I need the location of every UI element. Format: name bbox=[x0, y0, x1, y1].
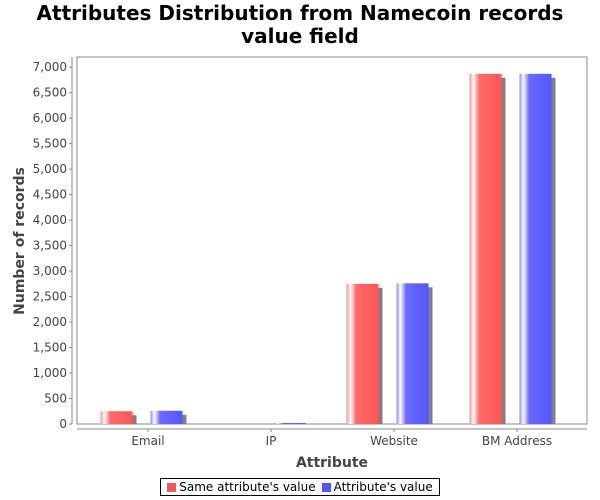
y-tick-label: 500 bbox=[44, 392, 67, 406]
y-tick-label: 7,000 bbox=[33, 60, 67, 74]
y-tick-label: 3,000 bbox=[33, 264, 67, 278]
x-axis-label: Attribute bbox=[296, 455, 368, 471]
x-tick-label: IP bbox=[266, 434, 277, 448]
bar-same-attribute-value-0 bbox=[100, 411, 133, 424]
legend-item-series-1: Same attribute's value bbox=[167, 480, 316, 494]
y-tick-label: 1,000 bbox=[33, 366, 67, 380]
bar-same-attribute-value-3 bbox=[469, 73, 502, 424]
y-tick-label: 5,000 bbox=[33, 162, 67, 176]
bar-attribute-value-3 bbox=[519, 73, 552, 424]
plot-area bbox=[76, 56, 588, 425]
chart-title-line-1: Attributes Distribution from Namecoin re… bbox=[36, 1, 564, 25]
bar-attribute-value-0 bbox=[150, 410, 183, 424]
y-tick-label: 1,500 bbox=[33, 341, 67, 355]
y-tick-label: 0 bbox=[59, 417, 67, 431]
legend: Same attribute's value Attribute's value bbox=[160, 478, 440, 496]
x-tick-label: Website bbox=[370, 434, 418, 448]
y-tick-label: 6,500 bbox=[33, 86, 67, 100]
chart-title: Attributes Distribution from Namecoin re… bbox=[0, 2, 600, 48]
y-tick-label: 6,000 bbox=[33, 111, 67, 125]
legend-label-series-1: Same attribute's value bbox=[179, 480, 316, 494]
bar-attribute-value-2 bbox=[396, 283, 429, 424]
y-tick-label: 2,500 bbox=[33, 290, 67, 304]
legend-item-series-2: Attribute's value bbox=[321, 480, 433, 494]
y-tick-label: 4,500 bbox=[33, 188, 67, 202]
x-tick-label: Email bbox=[131, 434, 164, 448]
bar-same-attribute-value-2 bbox=[346, 283, 379, 424]
chart-area: 0 500 1,000 1,500 2,000 2,500 3,000 3,500 4,000 4… bbox=[12, 56, 588, 471]
y-tick-label: 4,000 bbox=[33, 213, 67, 227]
x-tick-label: BM Address bbox=[482, 434, 552, 448]
y-axis-label: Number of records bbox=[12, 167, 28, 315]
chart-title-line-2: value field bbox=[241, 24, 359, 48]
bar-attribute-value-1 bbox=[273, 422, 306, 424]
x-axis: Email IP Website BM Address bbox=[77, 428, 587, 448]
legend-swatch-blue bbox=[321, 482, 331, 492]
y-tick-label: 2,000 bbox=[33, 315, 67, 329]
y-tick-label: 5,500 bbox=[33, 137, 67, 151]
y-axis: 0 500 1,000 1,500 2,000 2,500 3,000 3,500 4,000 4… bbox=[33, 57, 73, 431]
y-tick-label: 3,500 bbox=[33, 239, 67, 253]
legend-label-series-2: Attribute's value bbox=[333, 480, 433, 494]
bar-group bbox=[100, 73, 556, 424]
legend-swatch-red bbox=[167, 482, 177, 492]
